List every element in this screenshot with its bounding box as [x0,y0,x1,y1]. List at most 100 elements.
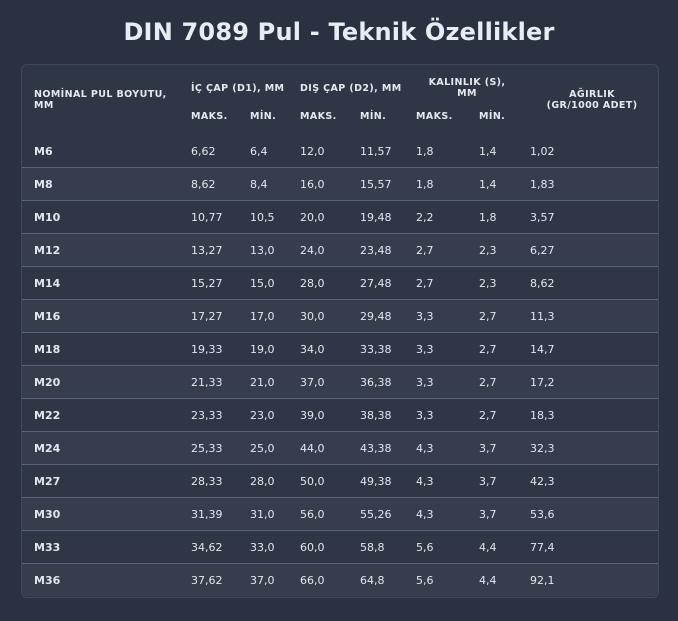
header-thickness-min: MİN. [479,111,506,122]
table-row: M22 23,33 23,0 39,0 38,38 3,3 2,7 18,3 [22,398,658,432]
header-outer-diameter: DIŞ ÇAP (D2), MM [300,82,402,94]
thickness-min-cell: 2,7 [479,309,497,323]
header-nominal-size: NOMİNAL PUL BOYUTU, MM [34,89,167,111]
inner-max-cell: 21,33 [191,375,223,389]
thickness-min-cell: 1,4 [479,144,497,158]
thickness-max-cell: 1,8 [416,177,434,191]
header-outer-min: MİN. [360,111,387,122]
thickness-min-cell: 2,3 [479,243,497,257]
outer-max-cell: 50,0 [300,474,325,488]
outer-min-cell: 36,38 [360,375,392,389]
weight-cell: 8,62 [530,276,555,290]
spec-table-card: NOMİNAL PUL BOYUTU, MM İÇ ÇAP (D1), MM D… [21,64,659,598]
weight-cell: 42,3 [530,474,555,488]
outer-max-cell: 56,0 [300,507,325,521]
inner-min-cell: 25,0 [250,441,275,455]
thickness-min-cell: 4,4 [479,573,497,587]
outer-max-cell: 37,0 [300,375,325,389]
inner-min-cell: 28,0 [250,474,275,488]
weight-cell: 18,3 [530,408,555,422]
inner-max-cell: 28,33 [191,474,223,488]
nominal-size-cell: M22 [34,408,61,422]
weight-cell: 17,2 [530,375,555,389]
spec-table: NOMİNAL PUL BOYUTU, MM İÇ ÇAP (D1), MM D… [22,65,658,596]
outer-max-cell: 12,0 [300,144,325,158]
thickness-min-cell: 3,7 [479,474,497,488]
nominal-size-cell: M12 [34,243,61,257]
nominal-size-cell: M36 [34,573,61,587]
inner-min-cell: 8,4 [250,177,268,191]
nominal-size-cell: M18 [34,342,61,356]
thickness-max-cell: 2,7 [416,276,434,290]
thickness-max-cell: 4,3 [416,441,434,455]
header-outer-max: MAKS. [300,111,337,122]
thickness-max-cell: 5,6 [416,573,434,587]
weight-cell: 1,83 [530,177,555,191]
weight-cell: 77,4 [530,540,555,554]
inner-max-cell: 37,62 [191,573,223,587]
thickness-min-cell: 1,4 [479,177,497,191]
thickness-max-cell: 3,3 [416,342,434,356]
thickness-max-cell: 1,8 [416,144,434,158]
table-row: M33 34,62 33,0 60,0 58,8 5,6 4,4 77,4 [22,530,658,564]
thickness-max-cell: 5,6 [416,540,434,554]
outer-max-cell: 39,0 [300,408,325,422]
inner-max-cell: 34,62 [191,540,223,554]
thickness-min-cell: 1,8 [479,210,497,224]
table-row: M6 6,62 6,4 12,0 11,57 1,8 1,4 1,02 [22,135,658,168]
outer-min-cell: 19,48 [360,210,392,224]
thickness-max-cell: 2,2 [416,210,434,224]
weight-cell: 53,6 [530,507,555,521]
inner-max-cell: 31,39 [191,507,223,521]
thickness-min-cell: 3,7 [479,441,497,455]
inner-min-cell: 6,4 [250,144,268,158]
outer-max-cell: 44,0 [300,441,325,455]
outer-min-cell: 15,57 [360,177,392,191]
nominal-size-cell: M16 [34,309,61,323]
thickness-min-cell: 2,3 [479,276,497,290]
outer-min-cell: 55,26 [360,507,392,521]
header-thickness-max: MAKS. [416,111,453,122]
table-row: M20 21,33 21,0 37,0 36,38 3,3 2,7 17,2 [22,365,658,399]
weight-cell: 92,1 [530,573,555,587]
outer-max-cell: 66,0 [300,573,325,587]
outer-max-cell: 20,0 [300,210,325,224]
inner-max-cell: 8,62 [191,177,216,191]
inner-max-cell: 17,27 [191,309,223,323]
inner-min-cell: 21,0 [250,375,275,389]
thickness-max-cell: 2,7 [416,243,434,257]
outer-min-cell: 29,48 [360,309,392,323]
thickness-max-cell: 4,3 [416,474,434,488]
thickness-max-cell: 3,3 [416,375,434,389]
inner-min-cell: 10,5 [250,210,275,224]
inner-min-cell: 33,0 [250,540,275,554]
outer-min-cell: 27,48 [360,276,392,290]
weight-cell: 6,27 [530,243,555,257]
inner-max-cell: 15,27 [191,276,223,290]
thickness-min-cell: 4,4 [479,540,497,554]
outer-min-cell: 38,38 [360,408,392,422]
table-row: M10 10,77 10,5 20,0 19,48 2,2 1,8 3,57 [22,200,658,234]
nominal-size-cell: M14 [34,276,61,290]
table-row: M18 19,33 19,0 34,0 33,38 3,3 2,7 14,7 [22,332,658,366]
inner-min-cell: 17,0 [250,309,275,323]
inner-min-cell: 13,0 [250,243,275,257]
table-row: M30 31,39 31,0 56,0 55,26 4,3 3,7 53,6 [22,497,658,531]
table-body: M6 6,62 6,4 12,0 11,57 1,8 1,4 1,02 M8 8,62 8,4 16,… [22,135,658,596]
page-title: DIN 7089 Pul - Teknik Özellikler [123,18,555,46]
header-thickness: KALINLIK (S), MM [428,77,506,99]
outer-max-cell: 24,0 [300,243,325,257]
inner-min-cell: 23,0 [250,408,275,422]
weight-cell: 14,7 [530,342,555,356]
outer-min-cell: 64,8 [360,573,385,587]
thickness-min-cell: 2,7 [479,408,497,422]
outer-max-cell: 60,0 [300,540,325,554]
inner-max-cell: 25,33 [191,441,223,455]
outer-min-cell: 43,38 [360,441,392,455]
table-row: M24 25,33 25,0 44,0 43,38 4,3 3,7 32,3 [22,431,658,465]
outer-max-cell: 28,0 [300,276,325,290]
outer-max-cell: 34,0 [300,342,325,356]
nominal-size-cell: M27 [34,474,61,488]
table-row: M8 8,62 8,4 16,0 15,57 1,8 1,4 1,83 [22,167,658,201]
header-inner-diameter: İÇ ÇAP (D1), MM [191,82,285,94]
